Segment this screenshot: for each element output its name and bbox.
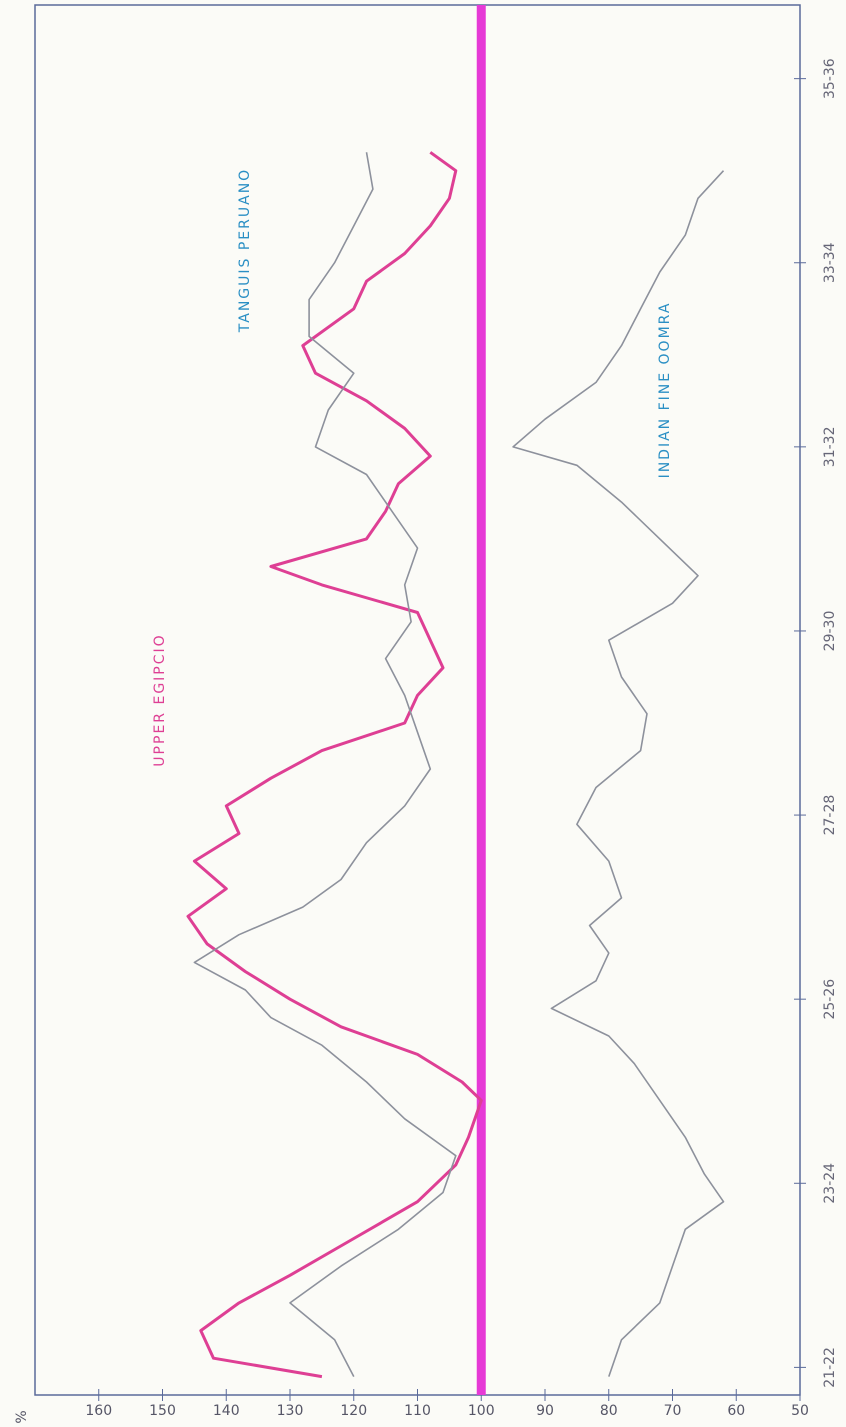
rotated-chart: % 50 60 70 80 90 100 110 120 130 140 150 160 21-22 23… (14, 4, 838, 1424)
y-tick-label: 110 (404, 1403, 431, 1419)
series-line (193, 152, 457, 1377)
series-label: INDIAN FINE OOMRA (657, 302, 673, 479)
plot-frame (34, 4, 801, 1396)
series-label: UPPER EGIPCIO (152, 633, 168, 766)
y-tick-label: 100 (468, 1403, 495, 1419)
x-tick-label: 21-22 (822, 1347, 838, 1388)
y-tick-label: 130 (277, 1403, 304, 1419)
y-tick-label: 120 (340, 1403, 367, 1419)
y-tick-label: 70 (664, 1403, 682, 1419)
series-line (186, 151, 483, 1379)
x-tick-label: 27-28 (822, 795, 838, 836)
x-tick-label: 29-30 (822, 611, 838, 652)
x-tick-label: 33-34 (822, 242, 838, 283)
x-tick-label: 35-36 (822, 58, 838, 99)
y-tick-label: 160 (85, 1403, 112, 1419)
y-tick-label: 140 (213, 1403, 240, 1419)
series-label: TANGUIS PERUANO (237, 168, 253, 333)
y-tick-label: 80 (600, 1403, 618, 1419)
y-tick-label: 90 (536, 1403, 554, 1419)
series-line (512, 170, 725, 1377)
x-tick-label: 23-24 (822, 1163, 838, 1204)
y-axis-label: % (14, 1410, 30, 1423)
y-tick-label: 150 (149, 1403, 176, 1419)
x-tick-label: 31-32 (822, 427, 838, 468)
y-tick-label: 50 (791, 1403, 809, 1419)
x-tick-label: 25-26 (822, 979, 838, 1020)
y-tick-label: 60 (727, 1403, 745, 1419)
